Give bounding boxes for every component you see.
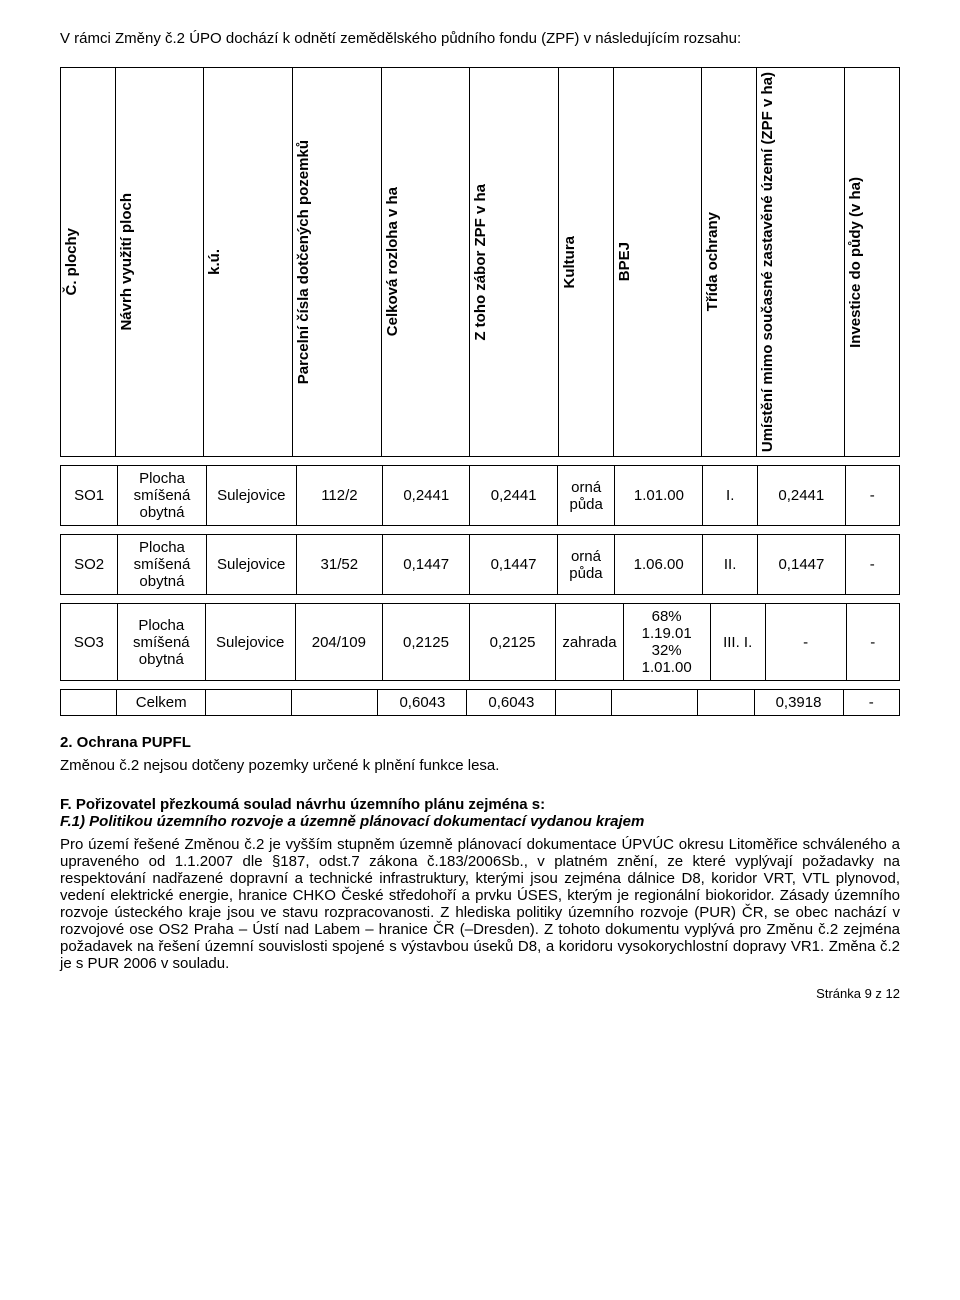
col-plochy: Č. plochy <box>63 228 80 296</box>
table-row: SO3 Plocha smíšená obytná Sulejovice 204… <box>61 604 900 681</box>
cell-c8: II. <box>703 535 758 595</box>
cell-c10: - <box>845 466 899 526</box>
cell-empty <box>698 690 754 716</box>
cell-c0: SO3 <box>61 604 118 681</box>
cell-c4: 0,2441 <box>383 466 470 526</box>
cell-empty <box>61 690 117 716</box>
cell-c9: 0,1447 <box>758 535 845 595</box>
cell-c7: 1.01.00 <box>615 466 703 526</box>
table-row: SO2 Plocha smíšená obytná Sulejovice 31/… <box>61 535 900 595</box>
cell-c3: 112/2 <box>296 466 382 526</box>
cell-c8: I. <box>703 466 758 526</box>
col-umisteni: Umístění mimo současné zastavěné území (… <box>759 72 776 452</box>
zpf-total: Celkem 0,6043 0,6043 0,3918 - <box>60 689 900 716</box>
cell-c8: III. I. <box>710 604 765 681</box>
cell-c6: orná půda <box>557 535 615 595</box>
cell-c9: 0,2441 <box>758 466 845 526</box>
col-investice: Investice do půdy (v ha) <box>847 177 864 348</box>
cell-empty <box>556 690 612 716</box>
cell-c10: - <box>846 604 899 681</box>
page-number: Stránka 9 z 12 <box>60 986 900 1001</box>
cell-total-c10: - <box>843 690 900 716</box>
cell-c4: 0,1447 <box>383 535 470 595</box>
cell-total-label: Celkem <box>117 690 206 716</box>
section-f-heading: F. Pořizovatel přezkoumá soulad návrhu ú… <box>60 796 900 813</box>
cell-c2: Sulejovice <box>205 604 295 681</box>
section-f-para: Pro území řešené Změnou č.2 je vyšším st… <box>60 836 900 972</box>
cell-c2: Sulejovice <box>206 535 296 595</box>
cell-c5: 0,2441 <box>470 466 557 526</box>
cell-c7: 68% 1.19.01 32% 1.01.00 <box>623 604 710 681</box>
cell-c3: 204/109 <box>295 604 383 681</box>
section-2-para: Změnou č.2 nejsou dotčeny pozemky určené… <box>60 757 900 774</box>
cell-c2: Sulejovice <box>206 466 296 526</box>
cell-c0: SO1 <box>61 466 118 526</box>
cell-c6: orná půda <box>557 466 615 526</box>
section-2-heading: 2. Ochrana PUPFL <box>60 734 900 751</box>
cell-c4: 0,2125 <box>383 604 470 681</box>
cell-empty <box>612 690 698 716</box>
cell-total-c5: 0,6043 <box>467 690 556 716</box>
cell-c3: 31/52 <box>296 535 382 595</box>
cell-c1: Plocha smíšená obytná <box>117 604 205 681</box>
cell-c7: 1.06.00 <box>615 535 703 595</box>
col-zabor: Z toho zábor ZPF v ha <box>472 184 489 341</box>
col-parcelni: Parcelní čísla dotčených pozemků <box>295 140 312 384</box>
cell-c10: - <box>845 535 899 595</box>
col-navrh: Návrh využití ploch <box>118 193 135 331</box>
section-f1-heading: F.1) Politikou územního rozvoje a územně… <box>60 813 900 830</box>
zpf-row-3: SO3 Plocha smíšená obytná Sulejovice 204… <box>60 603 900 681</box>
header-row: Č. plochy Návrh využití ploch k.ú. Parce… <box>61 68 900 457</box>
cell-total-c4: 0,6043 <box>378 690 467 716</box>
col-kultura: Kultura <box>561 236 578 289</box>
cell-c9: - <box>765 604 846 681</box>
cell-empty <box>292 690 378 716</box>
col-trida: Třída ochrany <box>704 212 721 311</box>
cell-c1: Plocha smíšená obytná <box>118 535 207 595</box>
cell-total-c9: 0,3918 <box>754 690 843 716</box>
col-bpej: BPEJ <box>616 242 633 281</box>
zpf-row-1: SO1 Plocha smíšená obytná Sulejovice 112… <box>60 465 900 526</box>
zpf-row-2: SO2 Plocha smíšená obytná Sulejovice 31/… <box>60 534 900 595</box>
total-row: Celkem 0,6043 0,6043 0,3918 - <box>61 690 900 716</box>
cell-c6: zahrada <box>556 604 623 681</box>
col-ku: k.ú. <box>206 249 223 275</box>
intro-text: V rámci Změny č.2 ÚPO dochází k odnětí z… <box>60 30 900 47</box>
cell-c5: 0,2125 <box>469 604 556 681</box>
cell-c0: SO2 <box>61 535 118 595</box>
cell-empty <box>206 690 292 716</box>
cell-c1: Plocha smíšená obytná <box>118 466 207 526</box>
cell-c5: 0,1447 <box>470 535 557 595</box>
table-row: SO1 Plocha smíšená obytná Sulejovice 112… <box>61 466 900 526</box>
zpf-table: Č. plochy Návrh využití ploch k.ú. Parce… <box>60 67 900 457</box>
col-celkova: Celková rozloha v ha <box>384 187 401 336</box>
